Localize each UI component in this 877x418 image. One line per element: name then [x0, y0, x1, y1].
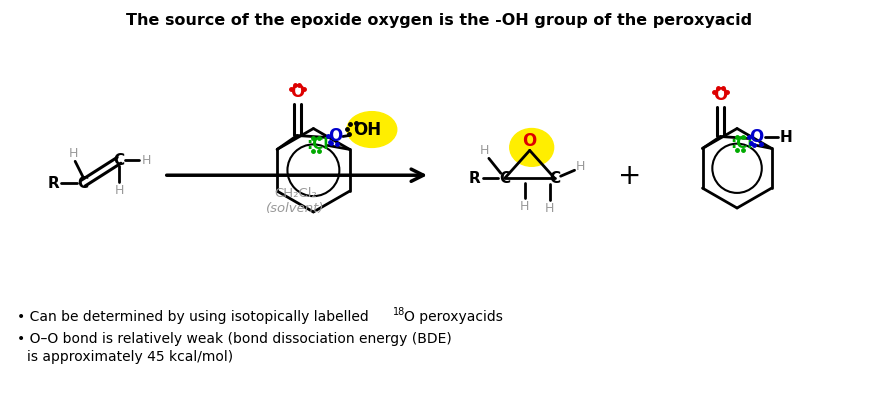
Text: R: R — [47, 176, 59, 191]
Text: H: H — [545, 201, 553, 214]
Text: R: R — [468, 171, 481, 186]
Text: O: O — [748, 128, 763, 146]
Text: O: O — [289, 83, 303, 101]
Text: The source of the epoxide oxygen is the -OH group of the peroxyacid: The source of the epoxide oxygen is the … — [125, 13, 752, 28]
Text: H: H — [480, 144, 489, 157]
Text: (solvent): (solvent) — [266, 201, 324, 214]
Ellipse shape — [346, 112, 396, 148]
Text: C: C — [77, 176, 89, 191]
Text: O peroxyacids: O peroxyacids — [403, 310, 503, 324]
Text: O: O — [327, 127, 342, 145]
Text: C: C — [548, 171, 560, 186]
Text: C: C — [113, 153, 125, 168]
Text: is approximately 45 kcal/mol): is approximately 45 kcal/mol) — [27, 350, 233, 364]
Text: • Can be determined by using isotopically labelled: • Can be determined by using isotopicall… — [18, 310, 373, 324]
Text: OH: OH — [353, 120, 381, 138]
Text: C: C — [499, 171, 510, 186]
Text: H: H — [779, 130, 792, 145]
Text: H: H — [142, 154, 152, 167]
Text: • O–O bond is relatively weak (bond dissociation energy (BDE): • O–O bond is relatively weak (bond diss… — [18, 332, 452, 346]
Text: H: H — [575, 160, 585, 173]
Text: +: + — [617, 162, 640, 190]
Text: H: H — [114, 184, 124, 196]
Text: CH₂Cl₂: CH₂Cl₂ — [274, 186, 317, 200]
Text: :Cl: :Cl — [306, 137, 329, 152]
Text: H: H — [519, 199, 529, 212]
Text: 18: 18 — [393, 307, 405, 317]
Text: O: O — [712, 86, 727, 104]
Text: O: O — [522, 133, 536, 150]
Ellipse shape — [510, 129, 553, 166]
Text: :Cl: :Cl — [730, 136, 752, 151]
Text: H: H — [68, 147, 78, 160]
